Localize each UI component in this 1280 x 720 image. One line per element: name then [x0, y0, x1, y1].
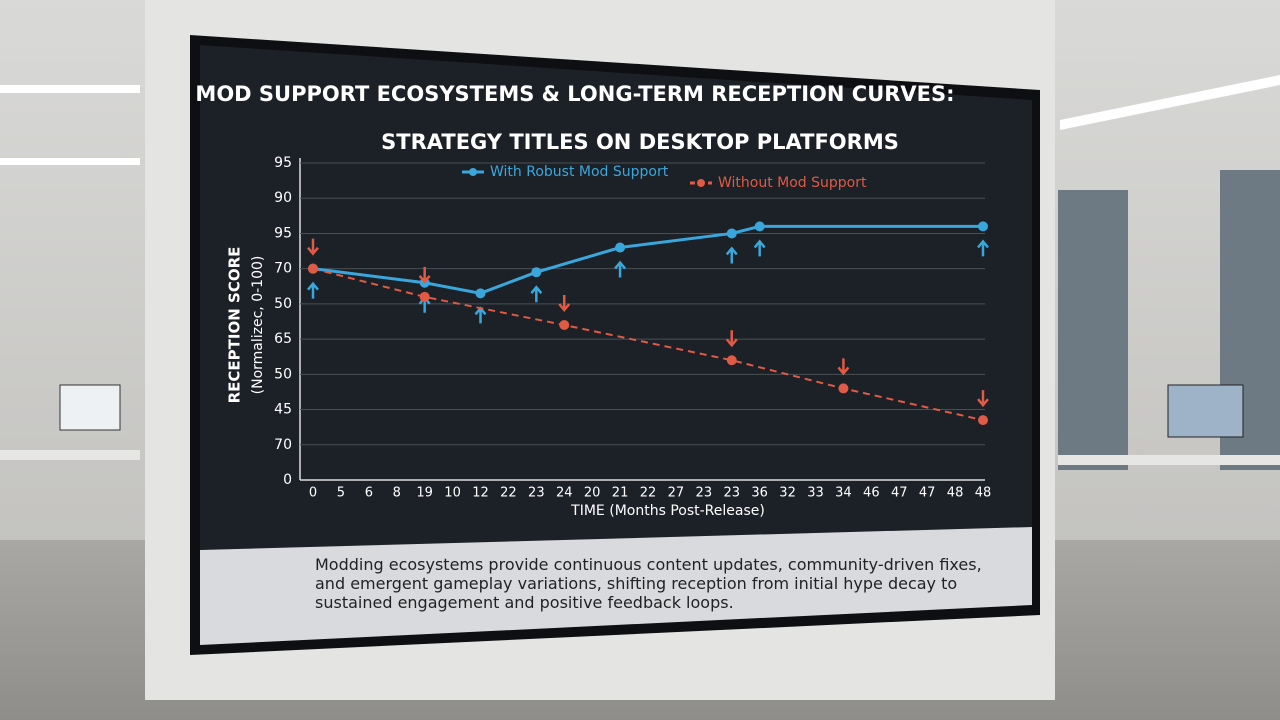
x-tick-label: 47	[919, 486, 936, 501]
series-line	[312, 267, 984, 422]
x-tick-label: 23	[723, 486, 740, 501]
x-tick-label: 22	[500, 486, 517, 501]
y-tick-label: 70	[274, 261, 292, 277]
window	[1058, 190, 1128, 470]
data-point	[419, 291, 430, 302]
ceiling-light	[1060, 75, 1280, 130]
y-tick-label: 50	[274, 366, 292, 382]
x-tick-label: 27	[668, 486, 685, 501]
data-point	[308, 263, 318, 274]
x-tick-label: 48	[947, 486, 964, 501]
data-point	[978, 415, 988, 426]
trend-arrow	[558, 295, 571, 312]
trend-arrow	[837, 358, 850, 376]
data-point	[615, 242, 626, 253]
caption-box: Modding ecosystems provide continuous co…	[315, 555, 982, 612]
ceiling-light	[0, 85, 140, 93]
y-tick-label: 95	[274, 225, 292, 241]
trend-arrow	[614, 260, 627, 278]
monitor	[59, 384, 121, 431]
y-tick-label: 95	[274, 155, 292, 171]
x-tick-label: 47	[891, 486, 908, 501]
desk	[0, 450, 140, 460]
data-point	[559, 320, 570, 331]
y-tick-label: 70	[274, 437, 292, 453]
x-tick-label: 10	[444, 486, 461, 501]
x-tick-label: 19	[416, 486, 433, 501]
x-tick-label: 46	[863, 486, 880, 501]
desk	[1058, 455, 1280, 465]
x-tick-label: 8	[393, 486, 401, 501]
x-tick-label: 21	[612, 486, 629, 501]
data-point	[726, 355, 737, 366]
x-tick-label: 48	[975, 486, 992, 501]
screen	[200, 45, 1032, 550]
x-tick-label: 24	[556, 486, 573, 501]
trend-arrow	[753, 239, 766, 257]
legend-marker	[469, 168, 477, 176]
monitor	[1167, 384, 1244, 438]
x-tick-label: 34	[835, 486, 852, 501]
trend-arrow	[725, 246, 738, 264]
data-point	[726, 228, 737, 239]
caption-panel	[200, 527, 1032, 645]
data-point	[531, 267, 542, 278]
legend-label: With Robust Mod Support	[490, 164, 669, 180]
trend-arrow	[307, 281, 319, 299]
x-tick-label: 0	[309, 486, 317, 501]
x-tick-label: 22	[640, 486, 657, 501]
caption: Modding ecosystems provide continuous co…	[315, 555, 982, 612]
x-tick-label: 33	[807, 486, 824, 501]
trend-arrow	[307, 238, 319, 256]
chart-title: STRATEGY TITLES ON DESKTOP PLATFORMS	[381, 130, 899, 154]
x-tick-label: 32	[779, 486, 796, 501]
x-tick-label: 36	[751, 486, 768, 501]
x-tick-label: 20	[584, 486, 601, 501]
y-axis-label: RECEPTION SCORE	[226, 247, 244, 404]
legend-label: Without Mod Support	[718, 175, 867, 191]
data-point	[838, 383, 849, 394]
ceiling-light	[0, 158, 140, 165]
x-tick-label: 12	[472, 486, 489, 501]
y-tick-label: 0	[283, 472, 292, 488]
data-point	[754, 221, 765, 232]
x-tick-label: 23	[696, 486, 713, 501]
chart-title: MOD SUPPORT ECOSYSTEMS & LONG-TERM RECEP…	[195, 82, 954, 106]
y-axis-label: (Normalizec, 0-100)	[250, 256, 266, 395]
trend-arrow	[977, 390, 989, 408]
y-tick-label: 45	[274, 402, 292, 418]
legend-marker	[697, 179, 705, 187]
x-axis-label: TIME (Months Post-Release)	[570, 503, 765, 519]
trend-arrow	[725, 330, 738, 348]
y-tick-label: 90	[274, 190, 292, 206]
trend-arrow	[530, 285, 543, 303]
data-point	[978, 221, 988, 232]
trend-arrow	[977, 239, 989, 257]
x-tick-label: 6	[365, 486, 373, 501]
x-tick-label: 23	[528, 486, 545, 501]
y-tick-label: 50	[274, 296, 292, 312]
data-point	[475, 288, 486, 299]
x-tick-label: 5	[337, 486, 345, 501]
trend-arrow	[418, 266, 431, 284]
y-tick-label: 65	[274, 331, 292, 347]
